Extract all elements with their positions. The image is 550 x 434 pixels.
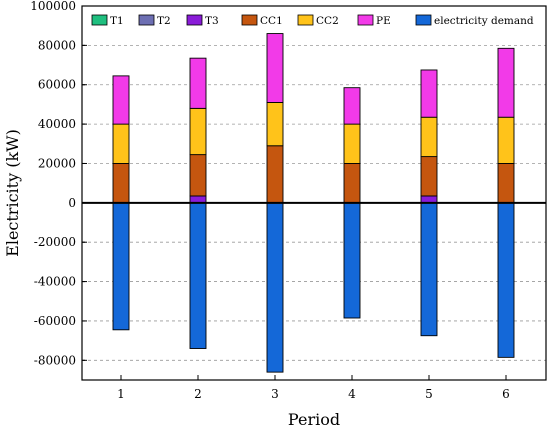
legend-swatch: [357, 14, 374, 26]
bar-electricity-demand-period-1: [112, 202, 130, 331]
legend-swatch: [186, 14, 203, 26]
bar-pe-period-4: [343, 87, 361, 125]
y-tick-label: 80000: [38, 38, 76, 52]
legend-swatch: [415, 14, 432, 26]
y-tick-label: -20000: [34, 235, 76, 249]
x-tick-label: 4: [348, 387, 356, 401]
legend-item: CC2: [297, 14, 339, 27]
axis-ticks: -80000 -60000 -40000 -20000 0 20000 40000 60000…: [30, 0, 510, 401]
bar-t3-period-2: [189, 195, 207, 204]
legend-swatch: [138, 14, 155, 26]
bar-t3-period-5: [420, 195, 438, 204]
x-tick-label: 2: [194, 387, 202, 401]
bar-pe-period-2: [189, 57, 207, 109]
legend-item: T3: [186, 14, 219, 27]
bar-pe-period-6: [497, 47, 515, 118]
legend-item: CC1: [241, 14, 283, 27]
bar-cc2-period-3: [266, 102, 284, 147]
legend-label: T1: [110, 15, 124, 27]
bar-cc1-period-1: [112, 163, 130, 204]
legend-label: T3: [205, 15, 219, 27]
y-tick-label: 40000: [38, 117, 76, 131]
bar-electricity-demand-period-5: [420, 202, 438, 337]
legend: T1 T2 T3 CC1 CC2 PE electricity demand: [91, 14, 534, 27]
bar-electricity-demand-period-6: [497, 202, 515, 358]
grid-lines: [82, 44, 546, 361]
bar-cc1-period-5: [420, 156, 438, 197]
y-tick-label: 60000: [38, 78, 76, 92]
legend-label: CC1: [260, 15, 283, 27]
legend-swatch: [91, 14, 108, 26]
legend-label: CC2: [316, 15, 339, 27]
bar-cc2-period-5: [420, 116, 438, 158]
bar-cc1-period-6: [497, 163, 515, 204]
y-tick-label: -60000: [34, 314, 76, 328]
y-tick-label: 20000: [38, 156, 76, 170]
legend-swatch: [241, 14, 258, 26]
legend-label: electricity demand: [434, 15, 534, 27]
legend-item: PE: [357, 14, 391, 27]
bar-electricity-demand-period-4: [343, 202, 361, 319]
y-tick-label: -80000: [34, 353, 76, 367]
bar-electricity-demand-period-2: [189, 202, 207, 349]
bar-pe-period-1: [112, 75, 130, 125]
x-tick-label: 6: [502, 387, 510, 401]
bar-cc1-period-4: [343, 163, 361, 204]
x-tick-label: 5: [425, 387, 433, 401]
bar-pe-period-5: [420, 69, 438, 118]
y-tick-label: -40000: [34, 275, 76, 289]
plot-frame: [81, 5, 547, 381]
bar-pe-period-3: [266, 33, 284, 103]
legend-item: T2: [138, 14, 171, 27]
bar-electricity-demand-period-3: [266, 202, 284, 373]
y-axis-title: Electricity (kW): [3, 129, 22, 257]
legend-item: electricity demand: [415, 14, 534, 27]
x-tick-label: 3: [271, 387, 279, 401]
legend-label: T2: [157, 15, 171, 27]
bar-cc1-period-2: [189, 154, 207, 197]
legend-swatch: [297, 14, 314, 26]
legend-item: T1: [91, 14, 124, 27]
bar-cc1-period-3: [266, 145, 284, 204]
y-tick-label: 0: [68, 196, 76, 210]
bar-cc2-period-6: [497, 116, 515, 164]
y-tick-label: 100000: [30, 0, 76, 13]
x-axis-title: Period: [288, 410, 340, 429]
bar-cc2-period-4: [343, 123, 361, 164]
x-tick-label: 1: [117, 387, 125, 401]
legend-label: PE: [376, 15, 391, 27]
bar-cc2-period-1: [112, 123, 130, 164]
bar-cc2-period-2: [189, 107, 207, 156]
bars: [112, 33, 515, 373]
